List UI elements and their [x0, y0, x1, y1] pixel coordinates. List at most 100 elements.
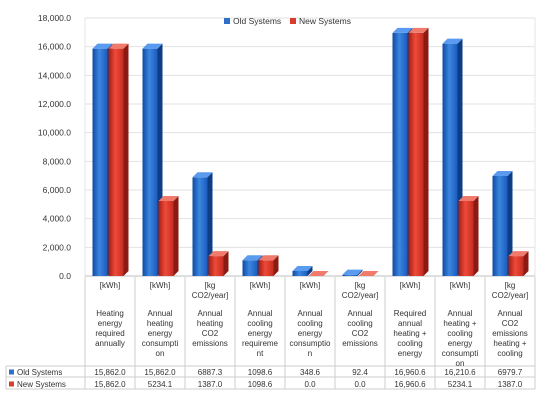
bar-new: [458, 200, 474, 276]
bar-top: [192, 172, 213, 178]
legend-label: Old Systems: [233, 16, 281, 26]
category-label: annually: [95, 339, 125, 348]
y-tick-label: 2,000.0: [43, 242, 72, 252]
bar-side: [423, 27, 429, 276]
table-value: 16,210.6: [444, 368, 476, 377]
y-tick-label: 4,000.0: [43, 214, 72, 224]
bar-top: [242, 255, 263, 261]
bar-top: [408, 27, 429, 33]
category-label: energy: [148, 329, 172, 338]
bar-top: [92, 43, 113, 49]
category-unit: CO2/year]: [492, 291, 528, 300]
bar-side: [523, 251, 529, 276]
category-unit: CO2/year]: [342, 291, 378, 300]
category-label: heating +: [493, 339, 526, 348]
category-unit: [kWh]: [450, 281, 470, 290]
category-label: heating +: [393, 329, 426, 338]
bar-old: [492, 175, 508, 276]
table-value: 1387.0: [198, 380, 223, 389]
bar-top: [258, 255, 279, 261]
table-value: 5234.1: [448, 380, 473, 389]
bar-side: [207, 172, 213, 276]
category-label: Annual: [348, 309, 373, 318]
table-value: 15,862.0: [94, 380, 126, 389]
category-unit: [kWh]: [400, 281, 420, 290]
category-label: Annual: [298, 309, 323, 318]
category-label: energy: [298, 329, 322, 338]
table-value: 0.0: [304, 380, 316, 389]
category-label: energy: [98, 319, 122, 328]
bar-top: [208, 251, 229, 257]
category-label: energy: [398, 349, 422, 358]
legend-swatch: [290, 18, 296, 24]
category-label: Annual: [498, 309, 523, 318]
y-tick-label: 6,000.0: [43, 185, 72, 195]
category-label: Annual: [248, 309, 273, 318]
bar-top: [158, 195, 179, 201]
bar-new: [108, 48, 124, 276]
bar-top: [342, 269, 363, 275]
category-label: Annual: [448, 309, 473, 318]
category-label: consumptio: [290, 339, 331, 348]
category-unit: [kWh]: [300, 281, 320, 290]
table-value: 1098.6: [248, 368, 273, 377]
table-series-swatch: [9, 369, 14, 375]
y-tick-label: 12,000.0: [38, 99, 71, 109]
bar-top: [458, 195, 479, 201]
bar-old: [442, 43, 458, 276]
bar-top: [142, 43, 163, 49]
category-label: required: [95, 329, 124, 338]
table-value: 15,862.0: [94, 368, 126, 377]
category-label: cooling: [497, 349, 522, 358]
category-label: on: [156, 349, 165, 358]
category-label: emissions: [492, 329, 528, 338]
category-unit: [kg: [505, 281, 516, 290]
category-label: CO2: [352, 329, 369, 338]
bar-side: [357, 269, 363, 276]
category-label: annual: [398, 319, 422, 328]
table-value: 6979.7: [498, 368, 523, 377]
category-label: emissions: [342, 339, 378, 348]
bar-top: [442, 38, 463, 44]
category-label: Heating: [96, 309, 124, 318]
table-value: 1098.6: [248, 380, 273, 389]
category-label: heating: [147, 319, 173, 328]
table-value: 16,960.6: [394, 368, 426, 377]
category-label: Required: [394, 309, 426, 318]
bar-top: [392, 27, 413, 33]
category-label: Annual: [148, 309, 173, 318]
category-label: cooling: [297, 319, 322, 328]
category-unit: [kWh]: [100, 281, 120, 290]
bar-top: [358, 271, 379, 276]
category-label: cooling: [447, 329, 472, 338]
bar-side: [307, 266, 313, 276]
table-value: 16,960.6: [394, 380, 426, 389]
category-label: CO2: [202, 329, 219, 338]
bar-old: [392, 32, 408, 276]
bar-new: [258, 260, 274, 276]
category-label: CO2: [502, 319, 519, 328]
y-tick-label: 18,000.0: [38, 13, 71, 23]
bar-old: [92, 48, 108, 276]
legend-swatch: [224, 18, 230, 24]
bar-side: [223, 251, 229, 276]
table-value: 1387.0: [498, 380, 523, 389]
table-value: 6887.3: [198, 368, 223, 377]
bar-new: [408, 32, 424, 276]
bar-side: [507, 170, 513, 276]
table-value: 92.4: [352, 368, 368, 377]
category-label: heating: [197, 319, 223, 328]
bar-old: [292, 271, 308, 276]
category-unit: [kg: [355, 281, 366, 290]
bar-top: [508, 251, 529, 257]
bar-top: [108, 43, 129, 49]
category-unit: CO2/year]: [192, 291, 228, 300]
category-unit: [kWh]: [150, 281, 170, 290]
bar-side: [173, 195, 179, 276]
y-tick-label: 0.0: [59, 271, 71, 281]
bar-side: [273, 255, 279, 276]
table-series-name: New Systems: [17, 380, 66, 389]
bar-new: [158, 200, 174, 276]
